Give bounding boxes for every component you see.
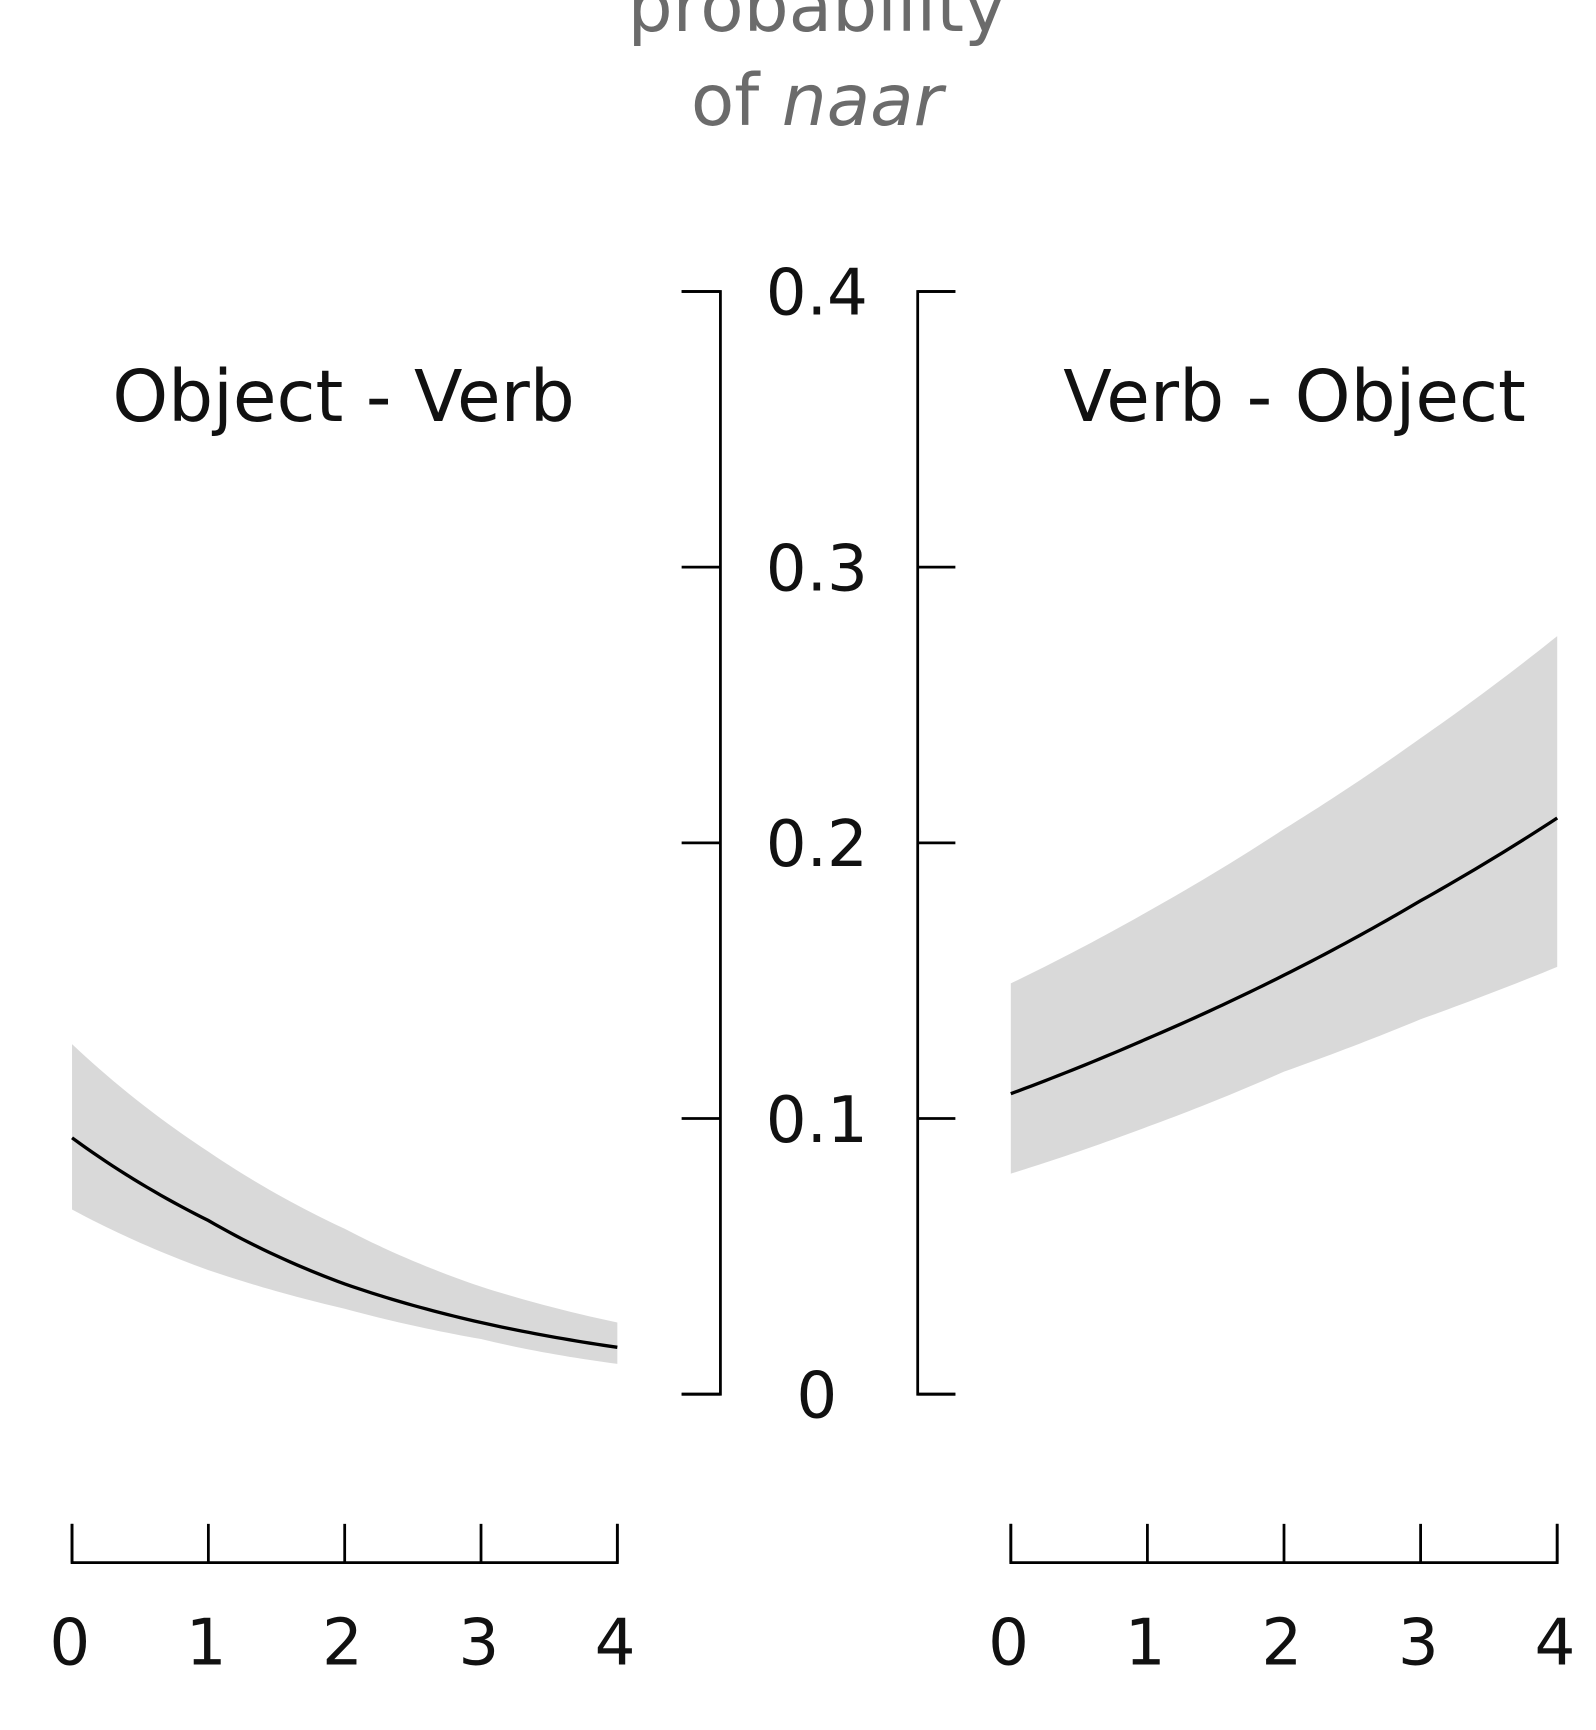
y-tick-label: 0.4 — [766, 256, 868, 331]
confidence-band — [72, 1044, 618, 1364]
x-tick-label: 1 — [1125, 1606, 1166, 1681]
y-tick-label: 0.3 — [766, 531, 868, 606]
x-tick-label: 2 — [322, 1606, 363, 1681]
panel-title-object-verb: Object - Verb — [112, 355, 574, 438]
series-line — [1010, 816, 1559, 1096]
x-tick-label: 4 — [595, 1606, 636, 1681]
y-axis-title-prefix: of — [691, 59, 782, 142]
confidence-band — [1010, 636, 1558, 1174]
y-tick-label: 0 — [796, 1358, 837, 1433]
x-tick-label: 0 — [988, 1606, 1029, 1681]
y-axis-title-italic: naar — [782, 59, 947, 142]
panel-title-verb-object: Verb - Object — [1063, 355, 1525, 438]
y-axis-title-line1: probability — [628, 0, 1006, 48]
x-tick-label: 4 — [1535, 1606, 1576, 1681]
x-tick-label: 0 — [49, 1606, 90, 1681]
x-tick-label: 3 — [458, 1606, 499, 1681]
x-tick-label: 3 — [1398, 1606, 1439, 1681]
y-tick-label: 0.1 — [766, 1083, 868, 1158]
x-tick-label: 1 — [186, 1606, 227, 1681]
x-tick-label: 2 — [1261, 1606, 1302, 1681]
y-axis-title-line2: of naar — [691, 59, 947, 142]
y-tick-label: 0.2 — [766, 807, 868, 882]
series-line — [71, 1136, 618, 1349]
